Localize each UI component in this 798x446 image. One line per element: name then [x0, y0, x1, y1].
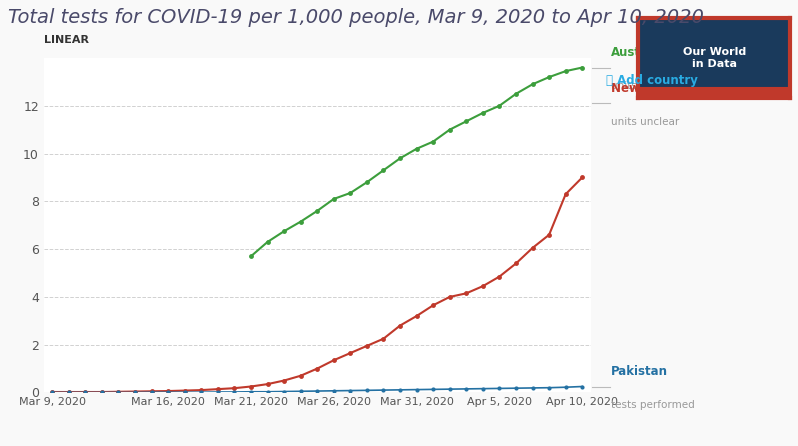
- Text: New Zealand: New Zealand: [611, 82, 697, 95]
- Text: Pakistan: Pakistan: [611, 365, 668, 378]
- Text: units unclear: units unclear: [611, 117, 680, 127]
- Text: tests performed: tests performed: [611, 400, 695, 410]
- Text: Total tests for COVID-19 per 1,000 people, Mar 9, 2020 to Apr 10, 2020: Total tests for COVID-19 per 1,000 peopl…: [8, 8, 704, 27]
- Text: units unclear: units unclear: [611, 81, 680, 91]
- Text: Australia: Australia: [611, 46, 671, 59]
- Text: Our World
in Data: Our World in Data: [682, 47, 746, 69]
- Text: ➕ Add country: ➕ Add country: [606, 74, 698, 87]
- Text: LINEAR: LINEAR: [44, 35, 89, 45]
